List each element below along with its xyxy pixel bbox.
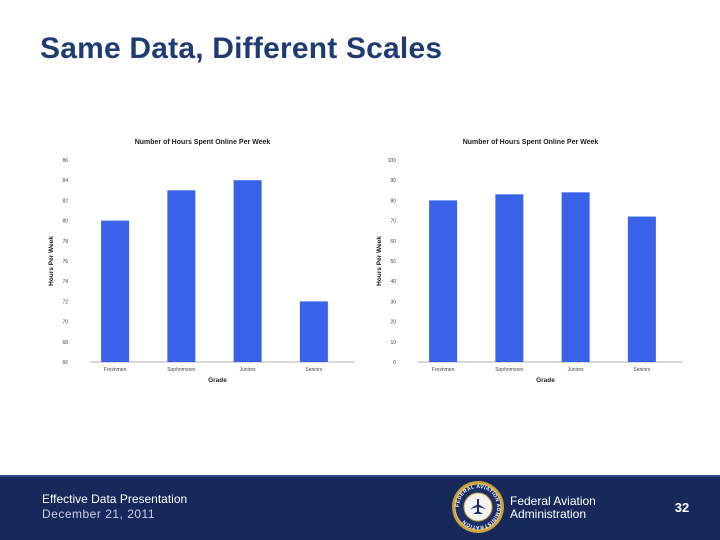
bar bbox=[299, 301, 328, 362]
presentation-date: December 21, 2011 bbox=[42, 507, 156, 521]
x-tick-label: Sophomores bbox=[495, 367, 524, 373]
y-tick-label: 78 bbox=[62, 239, 68, 245]
x-tick-label: Seniors bbox=[633, 367, 650, 373]
y-tick-label: 90 bbox=[390, 178, 396, 184]
y-tick-label: 60 bbox=[390, 239, 396, 245]
chart-left: Number of Hours Spent Online Per Week Hou… bbox=[48, 139, 355, 384]
y-tick-label: 30 bbox=[390, 299, 396, 305]
y-tick-label: 40 bbox=[390, 279, 396, 285]
y-tick-label: 80 bbox=[390, 198, 396, 204]
y-tick-label: 70 bbox=[390, 219, 396, 225]
chart-title: Number of Hours Spent Online Per Week bbox=[463, 139, 599, 146]
y-tick-label: 50 bbox=[390, 259, 396, 265]
y-tick-label: 0 bbox=[393, 360, 396, 366]
chart-right-panel: Number of Hours Spent Online Per Week Hou… bbox=[368, 130, 688, 395]
bar bbox=[495, 194, 524, 362]
agency-name: Federal Aviation Administration bbox=[510, 495, 596, 521]
bar bbox=[101, 220, 130, 362]
bar bbox=[167, 190, 196, 362]
y-tick-label: 68 bbox=[62, 340, 68, 346]
y-tick-label: 70 bbox=[62, 320, 68, 326]
y-tick-label: 100 bbox=[388, 158, 397, 164]
faa-seal-icon: FEDERAL AVIATION ADMINISTRATION bbox=[452, 481, 504, 533]
bar bbox=[429, 200, 458, 362]
slide-title: Same Data, Different Scales bbox=[40, 32, 443, 65]
footer-divider bbox=[0, 475, 720, 477]
chart-left-panel: Number of Hours Spent Online Per Week Hou… bbox=[40, 130, 360, 395]
presentation-title: Effective Data Presentation bbox=[42, 492, 188, 506]
page-number: 32 bbox=[674, 500, 690, 515]
x-axis-label: Grade bbox=[208, 377, 227, 384]
x-tick-label: Sophomores bbox=[167, 367, 196, 373]
bar bbox=[233, 180, 262, 362]
x-tick-label: Seniors bbox=[305, 367, 322, 373]
bar bbox=[561, 192, 590, 362]
y-tick-label: 76 bbox=[62, 259, 68, 265]
x-tick-label: Juniors bbox=[240, 367, 257, 373]
y-tick-label: 10 bbox=[390, 340, 396, 346]
bar bbox=[627, 216, 656, 362]
x-tick-label: Juniors bbox=[568, 367, 585, 373]
y-axis-label: Hours Per Week bbox=[48, 236, 55, 286]
x-axis-label: Grade bbox=[536, 377, 555, 384]
chart-right: Number of Hours Spent Online Per Week Hou… bbox=[376, 139, 683, 384]
y-tick-label: 84 bbox=[62, 178, 68, 184]
y-tick-label: 82 bbox=[62, 198, 68, 204]
y-tick-label: 80 bbox=[62, 219, 68, 225]
agency-line-1: Federal Aviation bbox=[510, 494, 596, 508]
y-tick-label: 74 bbox=[62, 279, 68, 285]
chart-title: Number of Hours Spent Online Per Week bbox=[135, 139, 271, 146]
agency-line-2: Administration bbox=[510, 507, 587, 521]
y-tick-label: 72 bbox=[62, 299, 68, 305]
y-tick-label: 86 bbox=[62, 158, 68, 164]
y-tick-label: 20 bbox=[390, 320, 396, 326]
y-tick-label: 66 bbox=[62, 360, 68, 366]
x-tick-label: Freshmen bbox=[432, 367, 455, 373]
footer-bar: Effective Data Presentation December 21,… bbox=[0, 475, 720, 540]
x-tick-label: Freshmen bbox=[104, 367, 127, 373]
y-axis-label: Hours Per Week bbox=[376, 236, 383, 286]
